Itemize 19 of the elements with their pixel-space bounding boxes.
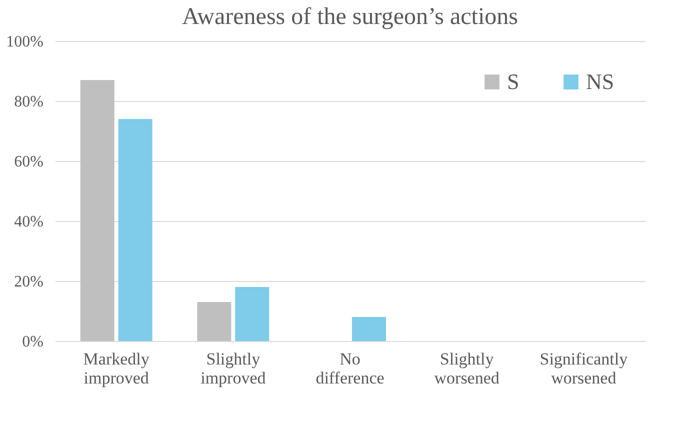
y-tick-label: 0% [22, 334, 44, 350]
y-tick-label: 40% [14, 214, 44, 230]
bar [352, 317, 386, 341]
x-tick-label: Markedly improved [83, 350, 150, 388]
y-tick-label: 100% [6, 34, 44, 50]
y-tick-label: 80% [14, 94, 44, 110]
y-tick-label: 20% [14, 274, 44, 290]
bar [80, 80, 114, 341]
legend-label: S [507, 69, 520, 94]
bar [197, 302, 232, 341]
y-tick-label: 60% [14, 154, 44, 170]
bar [235, 287, 270, 341]
chart-title: Awareness of the surgeon’s actions [182, 4, 518, 30]
x-tick-label: No difference [316, 350, 384, 388]
x-tick-label: Slightly worsened [434, 350, 500, 388]
x-tick-label: Slightly improved [200, 350, 266, 388]
x-tick-label: Significantly worsened [540, 350, 628, 388]
bar [118, 119, 152, 341]
legend-label: NS [586, 69, 614, 94]
